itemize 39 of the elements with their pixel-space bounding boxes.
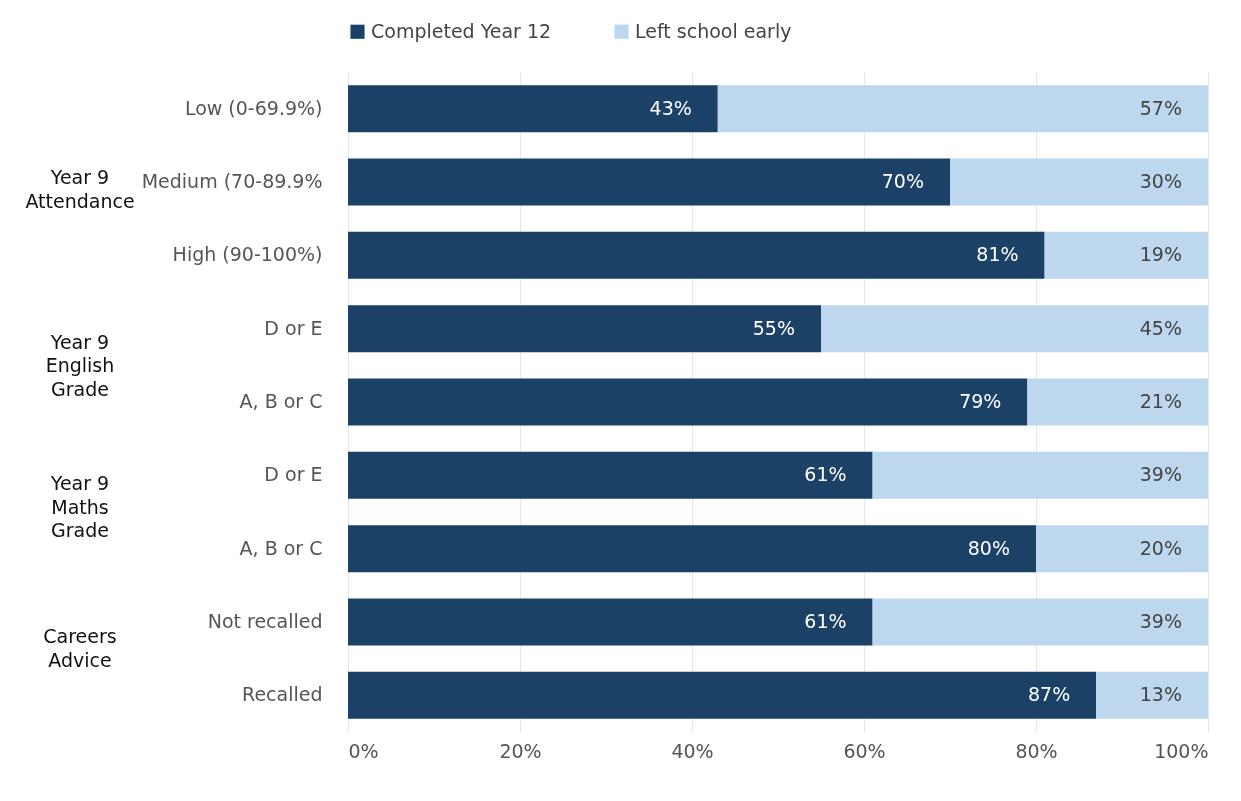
x-tick-label: 0% xyxy=(348,739,379,762)
legend-label: Left school early xyxy=(635,19,792,42)
data-label: 21% xyxy=(1139,390,1182,412)
data-label: 61% xyxy=(804,463,847,486)
x-tick-label: 40% xyxy=(671,739,714,762)
y-tick-label: Low (0-69.9%) xyxy=(184,96,323,119)
data-label: 45% xyxy=(1139,316,1182,339)
text: Year 9 English Grade xyxy=(44,331,116,403)
text: Year 9 Maths Grade xyxy=(49,472,111,544)
data-label: 81% xyxy=(976,243,1019,266)
data-label: 70% xyxy=(881,170,924,192)
data-label: 39% xyxy=(1139,610,1182,632)
data-label: 19% xyxy=(1139,243,1182,266)
data-label: 13% xyxy=(1139,683,1182,706)
x-tick-label: 80% xyxy=(1015,739,1058,762)
data-label: 30% xyxy=(1139,170,1182,192)
legend-label: Completed Year 12 xyxy=(371,19,552,42)
x-tick-label: 100% xyxy=(1154,739,1209,762)
y-tick-label: Not recalled xyxy=(207,610,323,632)
data-label: 79% xyxy=(959,390,1002,412)
data-label: 87% xyxy=(1027,683,1071,706)
x-tick-label: 60% xyxy=(843,739,886,762)
y-tick-label: D or E xyxy=(264,463,323,486)
data-label: 57% xyxy=(1139,96,1182,119)
data-label: 55% xyxy=(752,316,795,339)
x-tick-label: 20% xyxy=(499,739,542,762)
data-label: 80% xyxy=(967,536,1010,559)
data-label: 20% xyxy=(1139,536,1182,559)
data-label: 43% xyxy=(649,96,692,119)
text: Careers Advice xyxy=(42,625,118,673)
data-label: 61% xyxy=(804,610,847,632)
y-tick-label: D or E xyxy=(264,316,323,339)
y-tick-label: Medium (70-89.9% xyxy=(141,170,323,192)
y-tick-label: A, B or C xyxy=(239,536,323,559)
text: Year 9 Attendance xyxy=(24,166,136,215)
y-tick-label: Recalled xyxy=(242,683,323,706)
data-label: 39% xyxy=(1139,463,1182,486)
y-tick-label: High (90-100%) xyxy=(172,243,323,266)
y-tick-label: A, B or C xyxy=(239,390,323,412)
